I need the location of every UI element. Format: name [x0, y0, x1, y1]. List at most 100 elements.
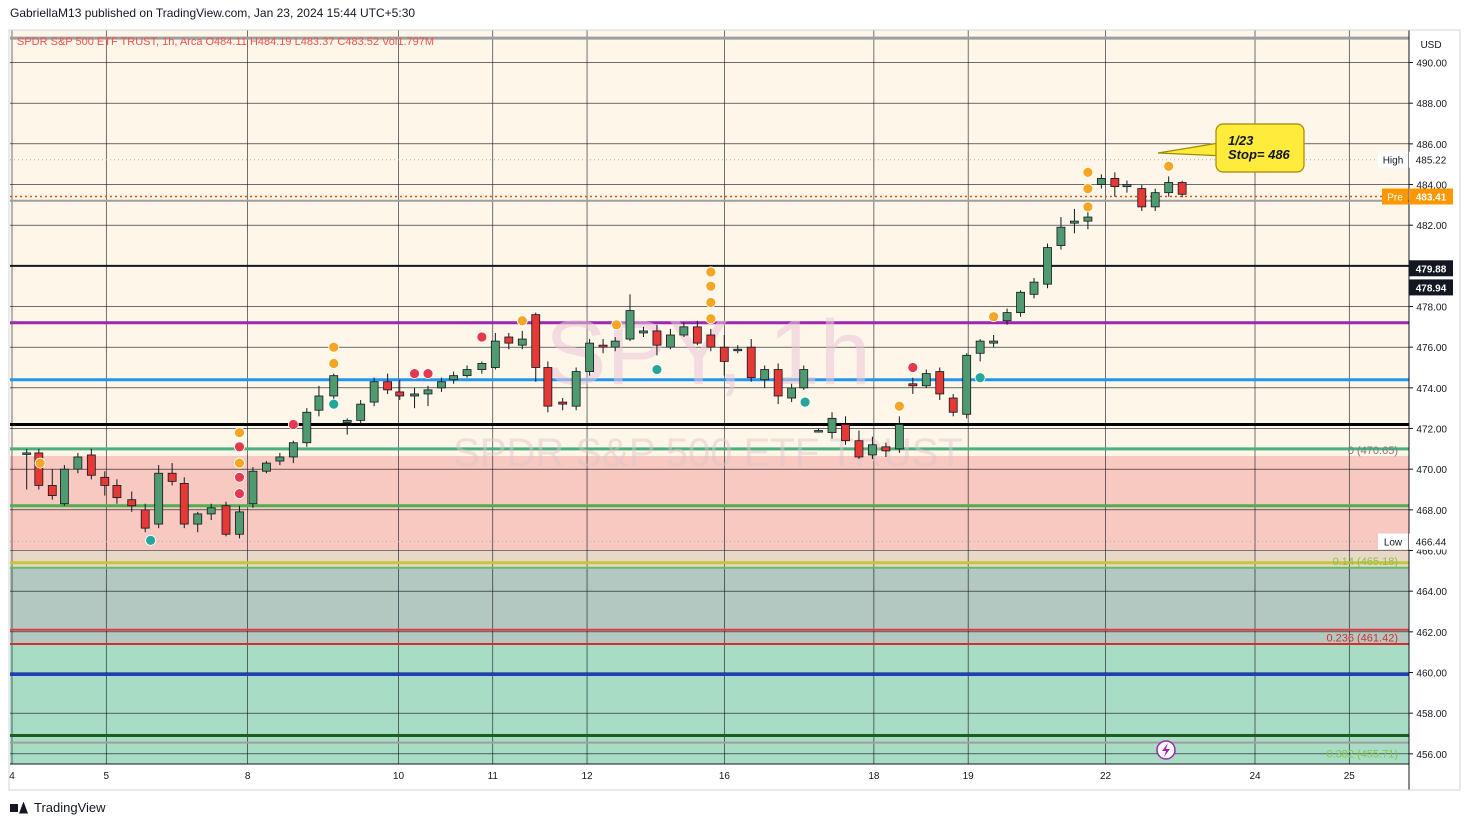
candle: [571, 367, 581, 411]
candle-body: [1122, 184, 1132, 187]
price-tick-label: 484.00: [1416, 181, 1447, 192]
candle: [666, 328, 675, 350]
candle-body: [571, 371, 581, 407]
candle: [679, 322, 689, 338]
price-axis[interactable]: USD 490.00488.00486.00484.00482.00480.00…: [1378, 30, 1460, 790]
signal-dot: [651, 364, 663, 375]
candle-body: [799, 369, 809, 389]
price-tick-label: 488.00: [1416, 99, 1447, 110]
candle: [921, 369, 931, 388]
candle-body: [342, 419, 352, 423]
candle-body: [1177, 182, 1187, 195]
candle-body: [462, 369, 472, 377]
fib-zone: [10, 643, 1409, 764]
candle-body: [948, 397, 958, 413]
candle: [1056, 217, 1066, 250]
candle: [47, 469, 57, 500]
price-badge: [1409, 533, 1453, 550]
candle-body: [854, 440, 864, 458]
fib-zone: [10, 550, 1409, 568]
candle: [531, 312, 541, 382]
candle: [975, 339, 985, 362]
signal-dot: [328, 398, 340, 410]
candle: [221, 501, 231, 537]
signal-dot: [422, 368, 434, 380]
candle: [73, 452, 83, 474]
name-badge-text: High: [1383, 156, 1404, 167]
candle-body: [746, 346, 756, 379]
candle: [1177, 180, 1187, 198]
candle: [100, 471, 110, 496]
candle-body: [841, 424, 850, 442]
signal-dot: [705, 313, 717, 325]
signal-dot: [907, 362, 919, 373]
candle-body: [719, 346, 729, 362]
signal-dot: [409, 368, 420, 380]
candle-body: [423, 389, 433, 395]
candle-body: [1016, 291, 1025, 314]
time-tick-label: 11: [488, 771, 499, 782]
candle: [841, 416, 850, 445]
fib-label: 0.236 (461.42): [1326, 633, 1398, 645]
candle: [894, 416, 904, 453]
signal-dot: [34, 457, 46, 469]
stop-callout: 1/23 Stop= 486: [1157, 123, 1305, 173]
candle: [167, 463, 177, 486]
price-tick-labels: 490.00488.00486.00484.00482.00480.00478.…: [1409, 59, 1447, 761]
candle-body: [814, 430, 823, 433]
tradingview-logo[interactable]: TradingView: [10, 800, 106, 815]
tradingview-brand: TradingView: [34, 800, 106, 815]
candle-body: [112, 485, 122, 499]
candle: [1016, 290, 1025, 317]
candle-body: [127, 499, 137, 507]
candle-body: [221, 505, 231, 535]
candle: [462, 365, 472, 378]
candle: [692, 320, 702, 346]
candle: [288, 440, 298, 464]
candle-body: [47, 485, 57, 497]
flash-icon[interactable]: [1156, 740, 1176, 760]
candle-body: [288, 442, 298, 458]
candle-body: [1070, 220, 1079, 224]
candle: [868, 436, 877, 460]
price-badge: [1409, 151, 1453, 168]
time-axis[interactable]: 4 5 8 10 11 12 16 18 19 22 24 25: [9, 763, 1409, 782]
time-tick-label: 8: [245, 771, 251, 782]
signal-dot: [1082, 183, 1094, 194]
candle-body: [679, 326, 689, 336]
candle-body: [598, 344, 608, 348]
candle-body: [22, 452, 32, 455]
candle-body: [1029, 281, 1039, 295]
candle: [543, 361, 553, 413]
time-tick-label: 4: [9, 771, 15, 782]
currency-label: USD: [1420, 40, 1441, 51]
time-tick-label: 22: [1100, 771, 1112, 782]
candle: [1002, 308, 1012, 325]
fib-label: 0.14 (465.18): [1333, 556, 1398, 568]
signal-dot: [287, 419, 299, 430]
candle: [342, 418, 352, 435]
signal-dot: [234, 457, 245, 469]
fib-label: 0 (470.65): [1348, 445, 1398, 457]
price-badge-text: 478.94: [1416, 283, 1447, 294]
candle: [369, 377, 379, 407]
candle: [60, 465, 69, 506]
watermark-name: SPDR S&P 500 ETF TRUST: [453, 431, 963, 475]
price-label: Pre 483.41: [1382, 188, 1453, 205]
candle: [34, 448, 44, 490]
price-tick-label: 472.00: [1416, 425, 1447, 436]
candle-body: [1043, 247, 1052, 285]
candle-body: [383, 381, 393, 391]
candle: [302, 408, 312, 447]
name-badge-text: Low: [1384, 538, 1403, 549]
time-tick-label: 12: [581, 771, 593, 782]
signal-dot: [705, 266, 717, 278]
fib-zone: [10, 455, 1409, 551]
candle: [1043, 243, 1052, 289]
candle-body: [262, 462, 271, 472]
candle: [410, 387, 419, 409]
callout-box: [1215, 123, 1305, 173]
candle-body: [543, 367, 553, 407]
candle: [423, 385, 433, 407]
